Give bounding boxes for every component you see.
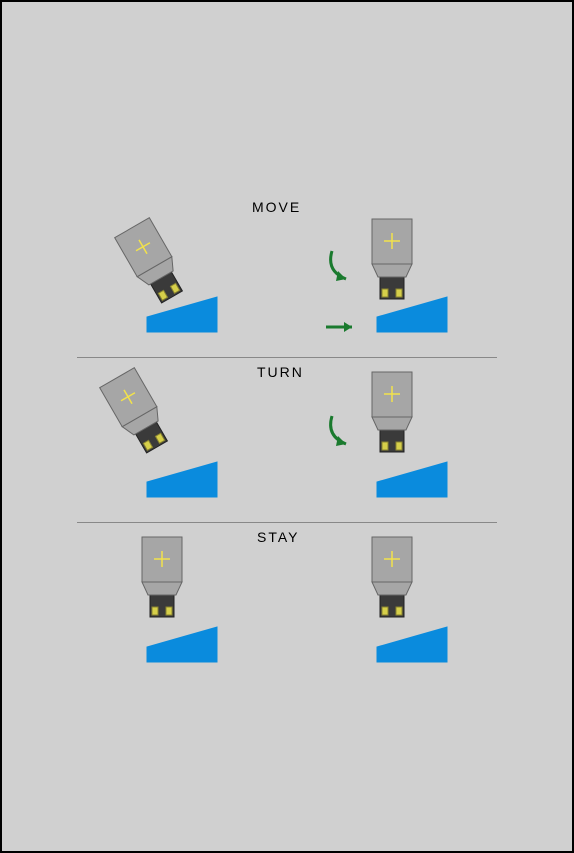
tool-stay-left [122, 532, 222, 682]
tool-move-left [122, 202, 222, 352]
divider-2 [77, 522, 497, 523]
label-turn: TURN [257, 364, 304, 380]
workpiece-icon [147, 297, 217, 332]
tool-turn-left [122, 367, 222, 517]
arrow-straight-icon [324, 317, 364, 337]
arrow-curve-icon [324, 412, 364, 452]
divider-1 [77, 357, 497, 358]
workpiece-icon [377, 627, 447, 662]
diagram-page: MOVE TURN STAY [0, 0, 574, 853]
label-move: MOVE [252, 199, 301, 215]
label-stay: STAY [257, 529, 300, 545]
tool-turn-right [352, 367, 452, 517]
workpiece-icon [147, 462, 217, 497]
tool-move-right [352, 202, 452, 352]
arrow-curve-icon [324, 247, 364, 287]
workpiece-icon [147, 627, 217, 662]
tool-stay-right [352, 532, 452, 682]
workpiece-icon [377, 462, 447, 497]
workpiece-icon [377, 297, 447, 332]
